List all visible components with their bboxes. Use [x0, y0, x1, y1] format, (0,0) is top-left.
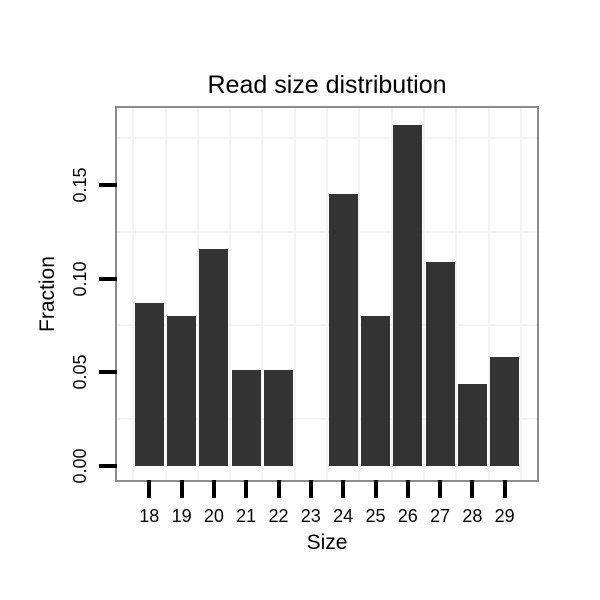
x-minor-gridline: [229, 108, 232, 480]
bar-27: [425, 261, 455, 466]
x-tick-label-18: 18: [139, 506, 160, 526]
y-tick-label-0.05: 0.05: [70, 354, 90, 390]
x-minor-gridline: [455, 108, 458, 480]
x-tick-21: [244, 480, 249, 498]
x-tick-label-21: 21: [236, 506, 257, 526]
y-tick-label-0.10: 0.10: [70, 260, 90, 297]
bar-25: [361, 316, 390, 466]
bar-28: [457, 383, 487, 466]
x-tick-23: [308, 480, 313, 498]
x-tick-label-29: 29: [494, 506, 515, 526]
x-minor-gridline: [132, 108, 135, 480]
x-tick-19: [179, 480, 184, 498]
bar-21: [231, 370, 261, 466]
x-minor-gridline: [196, 108, 199, 480]
y-axis-title: Fraction: [36, 256, 59, 332]
y-minor-gridline: [117, 136, 537, 139]
y-tick-label-0.15: 0.15: [70, 167, 90, 203]
x-tick-22: [276, 480, 281, 498]
y-tick-0.15: [99, 182, 117, 187]
x-tick-24: [341, 480, 346, 498]
bar-18: [134, 302, 164, 466]
x-minor-gridline: [519, 108, 522, 480]
x-minor-gridline: [293, 108, 296, 480]
x-minor-gridline: [358, 108, 361, 480]
x-tick-29: [502, 480, 507, 498]
x-minor-gridline: [261, 108, 264, 480]
x-tick-26: [405, 480, 410, 498]
bar-24: [328, 194, 358, 466]
x-minor-gridline: [326, 108, 328, 480]
bar-19: [167, 316, 197, 466]
x-minor-gridline: [422, 108, 425, 480]
bar-20: [199, 248, 229, 466]
x-tick-20: [211, 480, 216, 498]
y-minor-gridline: [117, 418, 537, 421]
x-tick-label-19: 19: [171, 506, 192, 526]
x-minor-gridline: [164, 108, 167, 480]
y-tick-0.10: [99, 276, 117, 281]
x-tick-25: [373, 480, 378, 498]
x-tick-label-26: 26: [397, 506, 418, 526]
x-minor-gridline: [487, 108, 490, 480]
y-tick-label-0.00: 0.00: [70, 448, 90, 484]
x-tick-27: [438, 480, 443, 498]
y-minor-gridline: [117, 230, 537, 233]
x-minor-gridline: [390, 108, 393, 480]
x-tick-label-23: 23: [300, 506, 321, 526]
x-tick-28: [470, 480, 475, 498]
x-tick-label-20: 20: [203, 506, 224, 526]
x-tick-label-28: 28: [462, 506, 483, 526]
bar-26: [393, 124, 423, 467]
y-tick-0.00: [99, 464, 117, 468]
bar-29: [490, 357, 520, 467]
y-tick-0.05: [99, 370, 117, 375]
y-minor-gridline: [117, 324, 537, 327]
x-tick-18: [147, 480, 152, 498]
x-tick-label-24: 24: [333, 506, 354, 526]
chart-title: Read size distribution: [207, 71, 447, 99]
x-axis-title: Size: [306, 531, 348, 554]
bar-22: [264, 370, 293, 466]
x-tick-label-22: 22: [268, 506, 289, 526]
plot-panel: [117, 108, 537, 480]
x-tick-label-25: 25: [365, 506, 386, 526]
x-tick-label-27: 27: [430, 506, 451, 526]
